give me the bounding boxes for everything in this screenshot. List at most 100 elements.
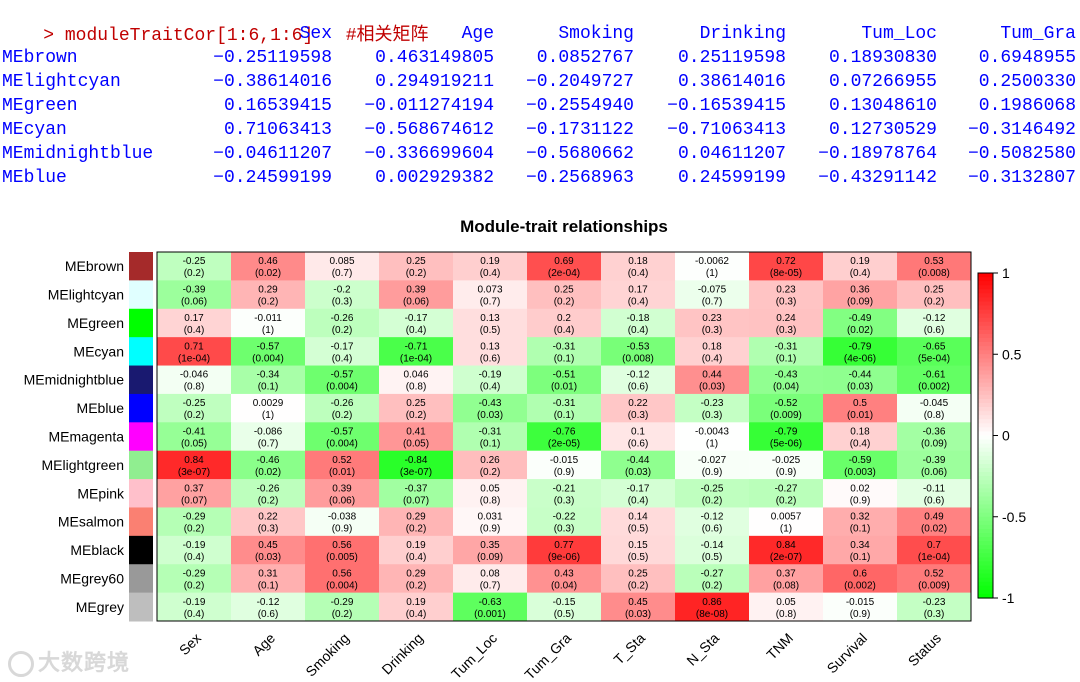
heatmap-cell — [601, 365, 676, 395]
cell-pvalue-label: (0.2) — [184, 410, 205, 421]
colorbar-segment — [978, 573, 993, 579]
colorbar-segment — [978, 293, 993, 298]
cell-pvalue-label: (0.005) — [326, 552, 358, 563]
heatmap-cell — [675, 535, 750, 565]
heatmap-cell — [453, 252, 528, 281]
watermark: 大数跨境 — [8, 645, 130, 678]
heatmap-cell — [231, 450, 306, 480]
cell-correlation-label: 0.31 — [258, 568, 278, 579]
heatmap-cell — [675, 564, 750, 594]
row-label: MElightcyan — [48, 287, 124, 303]
colorbar-segment — [978, 593, 993, 599]
cell-pvalue-label: (0.1) — [850, 524, 871, 535]
cell-correlation-label: 0.29 — [406, 512, 426, 523]
cell-correlation-label: -0.011 — [254, 313, 282, 324]
cell-correlation-label: -0.57 — [331, 427, 354, 438]
heatmap-cell — [453, 564, 528, 594]
heatmap-cell — [749, 450, 824, 480]
cell-correlation-label: 0.49 — [924, 512, 944, 523]
cell-correlation-label: 0.031 — [477, 512, 502, 523]
cell-pvalue-label: (0.8) — [406, 382, 427, 393]
cell-pvalue-label: (0.06) — [921, 467, 947, 478]
console-cell: −0.011274194 — [364, 96, 494, 116]
cell-pvalue-label: (0.003) — [844, 467, 876, 478]
heatmap-cell — [157, 564, 232, 594]
cell-correlation-label: -0.31 — [479, 427, 502, 438]
cell-correlation-label: -0.17 — [331, 341, 354, 352]
heatmap-cell — [675, 479, 750, 508]
cell-correlation-label: 0.22 — [628, 398, 648, 409]
console-column-header: Tum_Gra — [1000, 24, 1076, 44]
heatmap-cell — [231, 365, 306, 395]
colorbar-tick-label: 0.5 — [1002, 346, 1022, 362]
cell-correlation-label: -0.36 — [923, 427, 946, 438]
cell-correlation-label: -0.61 — [923, 370, 946, 381]
cell-pvalue-label: (0.2) — [258, 297, 279, 308]
heatmap-cell — [749, 393, 824, 423]
cell-pvalue-label: (0.001) — [474, 609, 506, 620]
cell-correlation-label: 0.25 — [924, 285, 944, 296]
column-label: Status — [905, 630, 944, 669]
cell-pvalue-label: (0.2) — [332, 410, 353, 421]
colorbar-segment — [978, 403, 993, 408]
cell-pvalue-label: (0.7) — [702, 297, 723, 308]
cell-correlation-label: 0.84 — [776, 540, 796, 551]
cell-correlation-label: 0.25 — [406, 398, 426, 409]
module-color-swatch — [129, 564, 153, 594]
colorbar-segment — [978, 459, 993, 465]
colorbar-segment — [978, 581, 993, 587]
row-label: MEmidnightblue — [24, 372, 125, 388]
module-color-swatch — [129, 450, 153, 480]
cell-correlation-label: 0.52 — [332, 455, 352, 466]
colorbar-tick-label: -1 — [1002, 590, 1015, 606]
heatmap-cell — [527, 479, 602, 508]
cell-correlation-label: 0.17 — [628, 285, 648, 296]
colorbar-segment — [978, 480, 993, 485]
cell-correlation-label: -0.43 — [775, 370, 798, 381]
cell-pvalue-label: (0.3) — [554, 495, 575, 506]
heatmap-cell — [379, 422, 454, 452]
heatmap-cell — [157, 280, 232, 310]
console-cell: −0.18978764 — [818, 144, 937, 164]
heatmap-cell — [305, 337, 380, 367]
heatmap-cell — [305, 280, 380, 310]
colorbar-segment — [978, 313, 993, 319]
column-label: Sex — [176, 630, 204, 658]
heatmap-cell — [897, 592, 972, 622]
cell-pvalue-label: (0.2) — [702, 495, 723, 506]
heatmap-cell — [305, 422, 380, 452]
cell-correlation-label: 0.1 — [631, 427, 645, 438]
heatmap-cell — [157, 535, 232, 565]
heatmap-cell — [527, 337, 602, 367]
module-trait-heatmap: Module-trait relationships-0.25(0.2)0.46… — [24, 217, 1027, 682]
cell-pvalue-label: (5e-06) — [770, 439, 802, 450]
cell-pvalue-label: (0.4) — [850, 268, 871, 279]
cell-pvalue-label: (0.4) — [332, 353, 353, 364]
heatmap-cell — [379, 280, 454, 310]
cell-correlation-label: -0.59 — [849, 455, 872, 466]
console-cell: −0.2049727 — [525, 72, 634, 92]
heatmap-cell — [675, 365, 750, 395]
cell-pvalue-label: (0.004) — [326, 439, 358, 450]
cell-pvalue-label: (0.4) — [480, 382, 501, 393]
heatmap-cell — [527, 535, 602, 565]
cell-pvalue-label: (0.03) — [477, 410, 503, 421]
colorbar-segment — [978, 390, 993, 396]
heatmap-cell — [675, 507, 750, 537]
cell-correlation-label: 0.08 — [480, 568, 500, 579]
cell-correlation-label: 0.37 — [184, 483, 204, 494]
console-column-header: Smoking — [558, 24, 634, 44]
colorbar-segment — [978, 358, 993, 363]
heatmap-cell — [601, 393, 676, 423]
cell-correlation-label: -0.63 — [479, 597, 502, 608]
colorbar-segment — [978, 362, 993, 368]
cell-correlation-label: -0.79 — [849, 341, 872, 352]
cell-pvalue-label: (0.9) — [776, 467, 797, 478]
cell-correlation-label: -0.25 — [183, 256, 206, 267]
cell-pvalue-label: (0.2) — [184, 580, 205, 591]
cell-correlation-label: 0.69 — [554, 256, 574, 267]
cell-pvalue-label: (0.4) — [628, 297, 649, 308]
cell-correlation-label: 0.46 — [258, 256, 278, 267]
cell-correlation-label: 0.36 — [850, 285, 870, 296]
cell-pvalue-label: (0.3) — [332, 297, 353, 308]
